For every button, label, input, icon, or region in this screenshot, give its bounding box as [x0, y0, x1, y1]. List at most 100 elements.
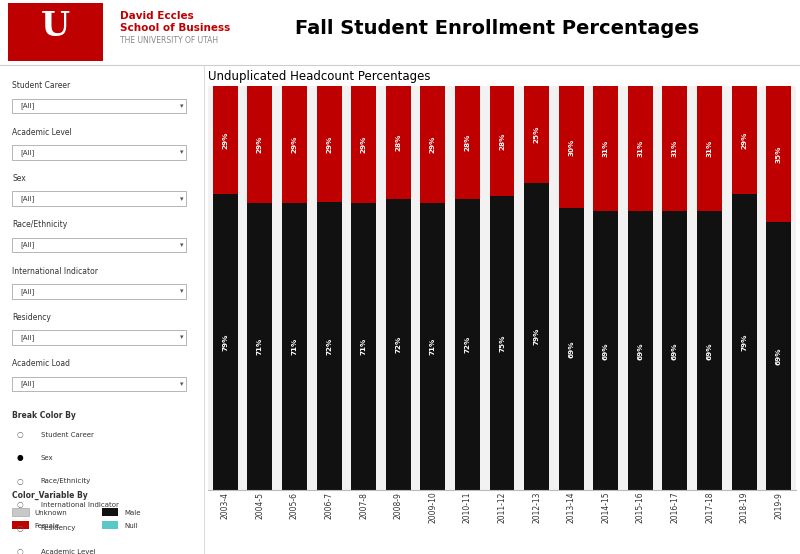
Text: ▾: ▾	[179, 149, 183, 155]
Text: 69%: 69%	[568, 341, 574, 358]
Text: 35%: 35%	[776, 145, 782, 163]
Text: 71%: 71%	[257, 338, 263, 355]
Text: 28%: 28%	[395, 134, 402, 151]
Text: 75%: 75%	[499, 335, 505, 352]
Bar	[317, 202, 342, 490]
Text: ○: ○	[16, 547, 23, 554]
Bar	[490, 196, 514, 490]
Text: Female: Female	[34, 523, 60, 529]
Text: 28%: 28%	[465, 134, 470, 151]
Text: [All]: [All]	[21, 149, 34, 156]
Bar	[662, 211, 687, 490]
Bar	[662, 86, 687, 211]
Text: International Indicator: International Indicator	[12, 266, 98, 276]
Bar	[455, 86, 480, 199]
Bar	[351, 86, 376, 203]
FancyBboxPatch shape	[102, 521, 118, 529]
Text: Academic Level: Academic Level	[12, 128, 72, 137]
Text: [All]: [All]	[21, 381, 34, 387]
Text: David Eccles: David Eccles	[120, 11, 194, 21]
Bar	[317, 86, 342, 202]
Text: 72%: 72%	[326, 337, 332, 355]
Text: 30%: 30%	[568, 138, 574, 156]
Text: 31%: 31%	[672, 140, 678, 157]
Text: 31%: 31%	[706, 140, 713, 157]
Bar	[490, 86, 514, 196]
Text: Break Color By: Break Color By	[12, 411, 76, 419]
Bar	[558, 86, 584, 208]
Text: ▾: ▾	[179, 196, 183, 202]
Bar	[594, 211, 618, 490]
Text: Unknown: Unknown	[34, 510, 67, 516]
Text: 69%: 69%	[776, 347, 782, 365]
Text: 71%: 71%	[361, 338, 366, 355]
FancyBboxPatch shape	[12, 284, 186, 299]
Bar	[628, 86, 653, 211]
Text: Academic Level: Academic Level	[41, 548, 95, 554]
Text: 69%: 69%	[706, 342, 713, 360]
Bar	[282, 86, 307, 203]
Text: Male: Male	[125, 510, 141, 516]
Text: 29%: 29%	[291, 136, 298, 153]
Text: Race/Ethnicity: Race/Ethnicity	[12, 220, 67, 229]
Text: 69%: 69%	[672, 342, 678, 360]
Bar	[247, 203, 272, 490]
Bar	[386, 199, 410, 490]
Text: ●: ●	[16, 454, 23, 463]
Text: School of Business: School of Business	[120, 23, 230, 33]
Text: ○: ○	[16, 477, 23, 486]
Bar	[524, 183, 549, 490]
Text: 29%: 29%	[222, 131, 228, 149]
FancyBboxPatch shape	[12, 330, 186, 345]
Text: 71%: 71%	[291, 338, 298, 355]
Text: Fall Student Enrollment Percentages: Fall Student Enrollment Percentages	[295, 19, 699, 38]
FancyBboxPatch shape	[102, 508, 118, 516]
Text: 71%: 71%	[430, 338, 436, 355]
Bar	[386, 86, 410, 199]
Text: 79%: 79%	[534, 328, 539, 345]
Text: 69%: 69%	[602, 342, 609, 360]
Text: [All]: [All]	[21, 195, 34, 202]
Text: 79%: 79%	[741, 334, 747, 351]
Bar	[697, 86, 722, 211]
Text: ▾: ▾	[179, 335, 183, 341]
Text: ○: ○	[16, 524, 23, 532]
Bar	[697, 211, 722, 490]
Bar	[628, 211, 653, 490]
Bar	[420, 203, 446, 490]
Text: 29%: 29%	[326, 135, 332, 152]
Bar	[524, 86, 549, 183]
Bar	[732, 194, 757, 490]
Bar	[594, 86, 618, 211]
Text: 72%: 72%	[395, 336, 402, 353]
Text: Residency: Residency	[41, 525, 76, 531]
FancyBboxPatch shape	[12, 508, 29, 516]
Text: 29%: 29%	[741, 131, 747, 149]
Text: Sex: Sex	[12, 174, 26, 183]
Text: Color_Variable By: Color_Variable By	[12, 491, 88, 500]
Bar	[455, 199, 480, 490]
Text: [All]: [All]	[21, 242, 34, 248]
FancyBboxPatch shape	[12, 238, 186, 252]
Bar	[558, 208, 584, 490]
Text: Null: Null	[125, 523, 138, 529]
Text: ○: ○	[16, 500, 23, 509]
Text: 28%: 28%	[499, 132, 505, 150]
Text: Race/Ethnicity: Race/Ethnicity	[41, 478, 91, 484]
Text: 31%: 31%	[602, 140, 609, 157]
Text: Residency: Residency	[12, 313, 51, 322]
Bar	[247, 86, 272, 203]
Text: Unduplicated Headcount Percentages: Unduplicated Headcount Percentages	[208, 70, 430, 83]
Text: 25%: 25%	[534, 126, 539, 143]
Text: 72%: 72%	[465, 336, 470, 353]
Text: 69%: 69%	[638, 342, 643, 360]
Bar	[351, 203, 376, 490]
Bar	[766, 86, 791, 222]
Text: 29%: 29%	[361, 136, 366, 153]
Text: [All]: [All]	[21, 288, 34, 295]
FancyBboxPatch shape	[12, 145, 186, 160]
Text: International Indicator: International Indicator	[41, 502, 118, 508]
Text: Student Career: Student Career	[12, 81, 70, 90]
FancyBboxPatch shape	[8, 3, 103, 61]
Text: [All]: [All]	[21, 102, 34, 109]
